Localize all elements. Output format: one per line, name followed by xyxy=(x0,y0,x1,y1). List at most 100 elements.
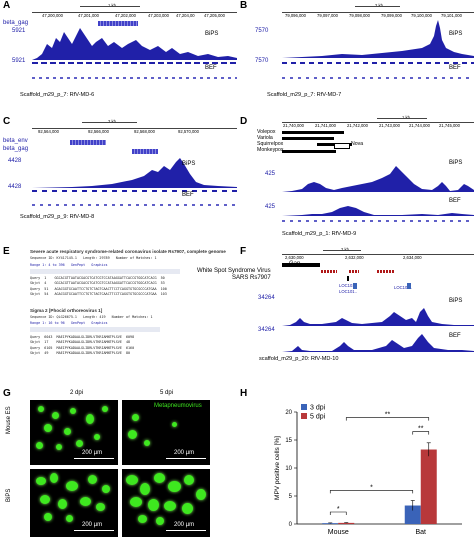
bar xyxy=(322,523,339,524)
bips-coverage-track xyxy=(282,308,474,326)
gene-track-label: Variola xyxy=(257,135,273,141)
panel-label: H xyxy=(240,388,248,399)
blast-alignment-line: Query 51 AGACGGTGCAATTCCTGTCTAGTCAACTTCC… xyxy=(30,287,167,291)
annotation-track xyxy=(32,77,237,79)
bips-label: BiPS xyxy=(449,160,463,166)
gene-feature xyxy=(282,137,334,140)
tick-label: 92,564,000 xyxy=(38,129,59,134)
y-axis-value: 4428 xyxy=(8,184,22,190)
scale-label: 2 kb xyxy=(108,119,116,124)
coordinate-ruler xyxy=(282,122,474,123)
bips-label: BiPS xyxy=(205,31,219,37)
blast-range: Range 1: 4 to 396 GenPept Graphics xyxy=(30,263,108,267)
blast-alignment-line: Sbjct 49 MAEIPYKADAALGLIDRLVTKRIAMNTPLSV… xyxy=(30,351,131,355)
y-axis-value: 5921 xyxy=(12,28,26,34)
blast-range: Range 1: 16 to 96 GenPept Graphics xyxy=(30,321,108,325)
scale-bar-label: 200 µm xyxy=(82,522,103,528)
significance-bracket xyxy=(329,511,347,515)
blast-alignment-line: Sbjct 54 AGACGGTGCAATTCCTGTCTAGTCAACTTCC… xyxy=(30,292,167,296)
micrograph-bips-5dpi: 200 µm xyxy=(122,469,210,537)
panel-label: F xyxy=(240,246,247,257)
scale-bar xyxy=(166,530,206,532)
significance-bracket-label: ** xyxy=(418,426,424,433)
gene-feature xyxy=(98,21,138,26)
bef-label: BEF xyxy=(182,192,194,198)
tick-label: 21,740,000 xyxy=(283,123,304,128)
scale-bar xyxy=(74,530,114,532)
row-label: Mouse ES xyxy=(6,406,12,434)
panel-f: F 2 kb 2,630,000 2,632,000 2,634,000 Gap… xyxy=(197,246,474,370)
panel-b: B 2 kb 79,096,000 79,097,000 79,098,000 … xyxy=(237,0,474,108)
blast-alignment-line: Query 6105 MAEIPYKADAALGLIDRLVTKRIAMNTPL… xyxy=(30,346,135,350)
panel-h: H 0 5 10 15 20 MPV positive cells [%] Mouse Bat… xyxy=(237,372,474,540)
micrograph-bips-2dpi: 200 µm xyxy=(30,469,118,537)
blast-alignment-line: Sbjct 17 MAEIPYKADAALGLIDRLVTKRIAMNTPLSV… xyxy=(30,340,131,344)
tick-label: 79,100,000 xyxy=(411,13,432,18)
locus-label: LOC101.. xyxy=(339,283,357,288)
locus-feature xyxy=(353,283,357,289)
tick-label: 21,742,000 xyxy=(347,123,368,128)
scale-bar-label: 200 µm xyxy=(174,522,195,528)
y-axis-value: 4428 xyxy=(8,158,22,164)
gene-track-label: White Spot Syndrome Virus xyxy=(197,268,271,274)
y-axis-value: 7570 xyxy=(255,28,269,34)
scaffold-caption: Scaffold_m29_p_1: RfV-MD-9 xyxy=(282,231,357,237)
scale-bar-label: 200 µm xyxy=(174,450,195,456)
gene-track-label: Volepox xyxy=(257,129,276,135)
panel-label: C xyxy=(3,116,11,127)
gene-track-label: beta_gag xyxy=(3,146,29,152)
y-tick-label: 15 xyxy=(285,438,292,444)
legend-label: 3 dpi xyxy=(310,405,326,412)
y-tick-label: 5 xyxy=(289,494,293,500)
tick-label: 21,744,000 xyxy=(409,123,430,128)
bips-coverage-track xyxy=(32,28,237,60)
blast-meta: Sequence ID: KY417145.1 Length: 29789 Nu… xyxy=(30,256,157,260)
tick-label: 47,202,000 xyxy=(115,13,136,18)
locus-feature xyxy=(407,283,411,289)
annotation-track xyxy=(32,204,237,206)
y-axis-value: 425 xyxy=(265,204,276,210)
significance-bracket xyxy=(345,417,430,421)
y-axis-value: 34264 xyxy=(258,327,275,333)
panel-e: E Severe acute respiratory syndrome-rela… xyxy=(0,246,237,370)
scaffold-caption: Scaffold_m29_p_9: RfV-MD-8 xyxy=(20,214,95,220)
scaffold-caption: Scaffold_m29_p_7: RfV-MD-6 xyxy=(20,92,95,98)
nova-label: Nova xyxy=(351,141,364,147)
gene-feature xyxy=(70,140,106,145)
y-tick-label: 20 xyxy=(285,410,292,416)
column-label: 2 dpi xyxy=(70,390,84,396)
bips-label: BiPS xyxy=(449,298,463,304)
panel-c: C 2 kb 92,564,000 92,566,000 92,568,000 … xyxy=(0,116,237,226)
panel-a: A 1 kb 47,200,000 47,201,000 47,202,000 … xyxy=(0,0,237,108)
blast-hit-title: Sigma 2 [Phocid orthoreovirus 1] xyxy=(30,308,103,313)
sars-feature xyxy=(347,276,349,281)
significance-bracket-label: * xyxy=(337,506,340,513)
tick-label: 79,097,000 xyxy=(317,13,338,18)
bef-label: BEF xyxy=(205,65,217,71)
significance-bracket-label: ** xyxy=(385,412,391,419)
locus-label: LOC101.. xyxy=(339,289,357,294)
gene-track-label: beta_gag xyxy=(3,20,29,26)
panel-label: A xyxy=(3,0,11,11)
scale-bar xyxy=(166,458,206,460)
wssv-feature xyxy=(377,270,395,273)
row-label: BiPS xyxy=(6,488,12,502)
bips-label: BiPS xyxy=(449,31,463,37)
gap-feature xyxy=(282,263,320,267)
virus-label: Metapneumovirus xyxy=(154,403,202,409)
gene-feature-nova xyxy=(334,143,350,149)
blast-header-row xyxy=(30,327,160,332)
wssv-feature xyxy=(349,270,359,273)
scale-bar xyxy=(355,6,400,7)
tick-label: 2,630,000 xyxy=(285,255,304,260)
bips-coverage-track xyxy=(282,20,474,58)
y-axis-value: 5921 xyxy=(12,58,26,64)
scale-bar-label: 200 µm xyxy=(82,450,103,456)
scale-label: 1 kb xyxy=(108,3,116,8)
gene-track-label: beta_env xyxy=(3,138,28,144)
tick-label: 47,200,000 xyxy=(42,13,63,18)
tick-label: 2,634,000 xyxy=(403,255,422,260)
annotation-track xyxy=(282,220,474,222)
scaffold-caption: Scaffold_m29_p_7: RfV-MD-7 xyxy=(267,92,342,98)
blast-hit-title: Severe acute respiratory syndrome-relate… xyxy=(30,249,226,254)
